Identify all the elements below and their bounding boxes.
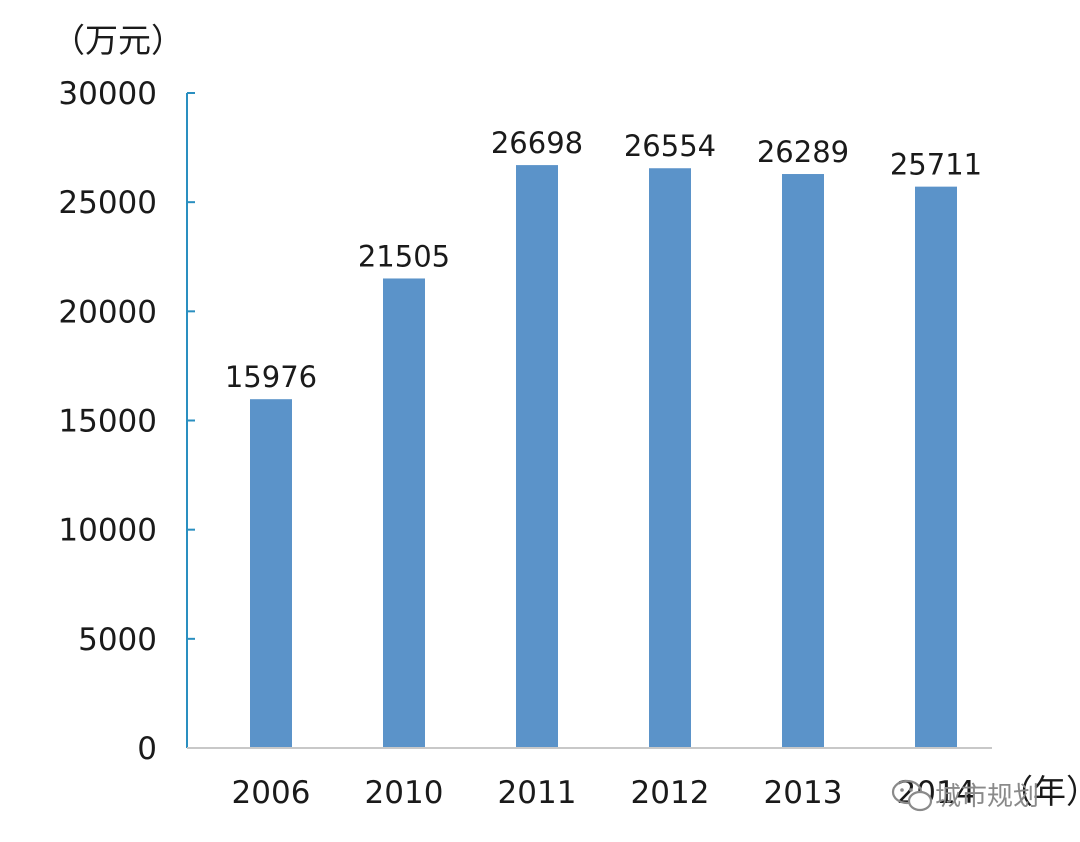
y-tick-label: 5000 [78, 622, 157, 658]
bar [250, 399, 292, 748]
bar [516, 165, 558, 748]
watermark-text: 城市规划 [935, 782, 1039, 812]
x-unit-label: （年） [1000, 772, 1080, 811]
x-axis-labels: 2006 2010 2011 2012 2013 2014 [232, 775, 976, 811]
y-tick-label: 0 [137, 731, 157, 767]
bar [782, 174, 824, 748]
wechat-icon [891, 779, 933, 812]
bar-value-label: 21505 [358, 239, 450, 273]
x-category-label: 2012 [631, 775, 710, 811]
x-category-label: 2013 [764, 775, 843, 811]
bar-value-label: 26554 [624, 129, 716, 163]
bar-value-label: 25711 [890, 148, 982, 182]
bar [915, 186, 957, 748]
x-category-label: 2010 [365, 775, 444, 811]
y-tick-label: 25000 [58, 185, 157, 221]
bar-value-label: 26289 [757, 135, 849, 169]
x-category-label: 2011 [498, 775, 577, 811]
bar-value-label: 26698 [491, 126, 583, 160]
bar [383, 278, 425, 748]
y-axis-ticks: 0 5000 10000 15000 20000 25000 30000 [58, 76, 195, 767]
bars [250, 165, 957, 748]
y-unit-label: （万元） [52, 21, 184, 60]
y-tick-label: 20000 [58, 294, 157, 330]
y-tick-label: 30000 [58, 76, 157, 112]
bar-value-label: 15976 [225, 360, 317, 394]
data-labels: 15976 21505 26698 26554 26289 25711 [225, 126, 982, 394]
bar [649, 168, 691, 748]
y-tick-label: 15000 [58, 404, 157, 440]
x-category-label: 2006 [232, 775, 311, 811]
y-tick-label: 10000 [58, 513, 157, 549]
watermark: 城市规划 [891, 779, 1039, 812]
